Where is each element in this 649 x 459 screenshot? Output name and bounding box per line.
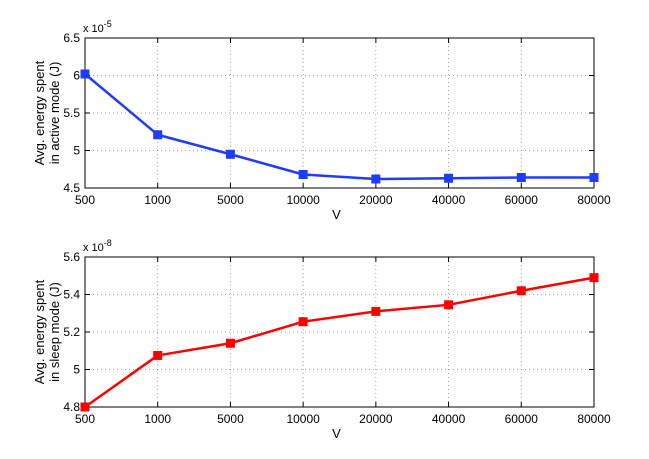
y-axis-label-line-2: in active mode (J): [47, 62, 62, 165]
data-point-marker: [153, 350, 163, 360]
x-tick-label: 40000: [432, 412, 466, 426]
y-tick-label: 5: [73, 144, 80, 158]
chart-panel-2: 500 1000 5000 10000 20000 40000 60000 80000 4.8 5…: [32, 238, 611, 441]
y-exponent-power: -5: [104, 19, 112, 29]
data-point-marker: [80, 69, 90, 79]
y-tick-label: 5: [73, 363, 80, 377]
data-point-marker: [444, 300, 454, 310]
x-tick-label: 80000: [577, 193, 611, 207]
data-point-marker: [371, 306, 381, 316]
x-tick-label: 60000: [505, 412, 539, 426]
x-axis-label: V: [332, 207, 341, 222]
data-point-marker: [589, 173, 599, 182]
x-tick-label: 80000: [577, 412, 611, 426]
y-tick-label: 5.6: [63, 250, 80, 264]
y-exponent-label: x 10-8: [83, 238, 112, 254]
data-point-marker: [589, 273, 599, 283]
y-axis-label-line-1: Avg. energy spent: [32, 279, 47, 384]
data-point-marker: [298, 170, 308, 179]
x-tick-label: 20000: [359, 412, 393, 426]
y-tick-label: 5.5: [63, 106, 80, 120]
y-tick-label: 6: [73, 69, 80, 83]
y-exponent-power: -8: [104, 238, 112, 248]
data-point-marker: [225, 149, 235, 159]
data-point-marker: [80, 402, 90, 412]
x-tick-label: 10000: [286, 412, 320, 426]
y-tick-label: 4.8: [63, 400, 80, 414]
y-tick-label: 6.5: [63, 31, 80, 45]
data-point-marker: [298, 317, 308, 327]
x-tick-label: 20000: [359, 193, 393, 207]
series-line: [84, 276, 595, 409]
data-point-marker: [153, 130, 163, 140]
data-point-marker: [516, 173, 526, 182]
x-axis-label: V: [332, 426, 341, 441]
x-tick-label: 5000: [217, 193, 244, 207]
data-point-marker: [371, 174, 381, 184]
x-tick-label: 10000: [286, 193, 320, 207]
data-point-marker: [516, 286, 526, 296]
y-tick-label: 5.2: [63, 325, 80, 339]
chart-panel-1: 500 1000 5000 10000 20000 40000 60000 80000 4.5 5…: [32, 19, 611, 222]
y-axis-label-line-2: in sleep mode (J): [47, 282, 62, 382]
x-tick-label: 500: [75, 412, 95, 426]
x-tick-label: 1000: [144, 412, 171, 426]
x-tick-label: 5000: [217, 412, 244, 426]
x-tick-label: 60000: [505, 193, 539, 207]
data-point-marker: [225, 338, 235, 348]
x-tick-label: 1000: [144, 193, 171, 207]
series-line: [84, 73, 594, 181]
y-tick-label: 4.5: [63, 181, 80, 195]
y-exponent-label: x 10-5: [83, 19, 112, 35]
data-point-marker: [444, 173, 454, 183]
y-tick-label: 5.4: [63, 288, 80, 302]
y-axis-label-line-1: Avg. energy spent: [32, 60, 47, 165]
x-tick-label: 500: [75, 193, 95, 207]
x-tick-label: 40000: [432, 193, 466, 207]
